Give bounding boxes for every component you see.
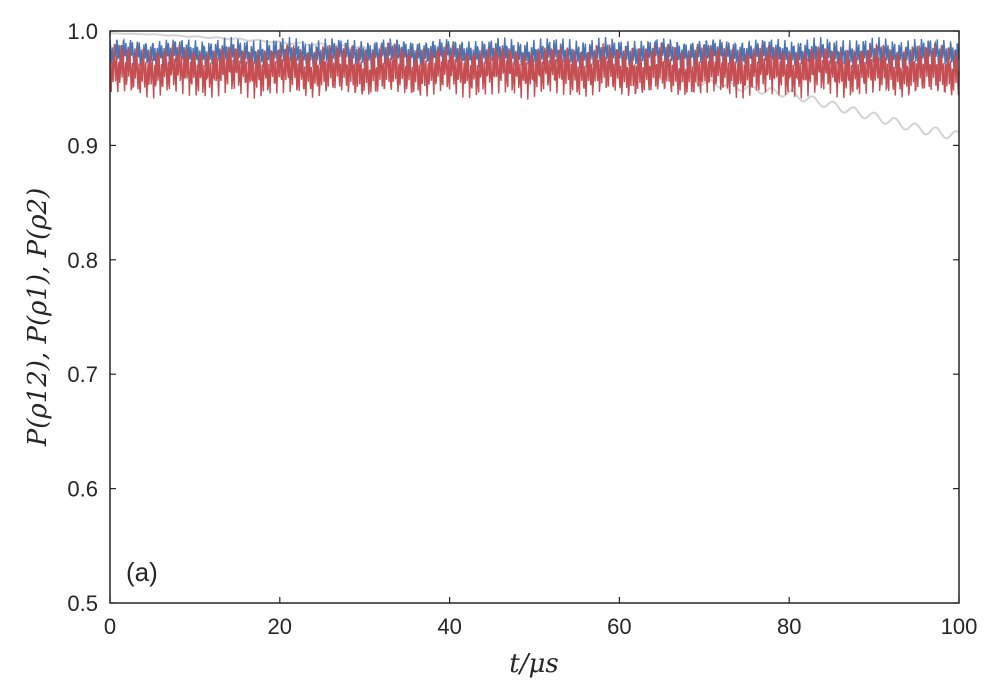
y-tick-label: 0.5	[67, 591, 98, 616]
panel-label: (a)	[126, 557, 158, 587]
x-tick-label: 40	[437, 614, 461, 639]
x-tick-label: 60	[607, 614, 631, 639]
series-line-0	[110, 32, 960, 140]
x-tick-label: 80	[777, 614, 801, 639]
plot-frame	[109, 30, 960, 604]
y-tick-label: 0.7	[67, 362, 98, 387]
y-tick-label: 1.0	[67, 19, 98, 44]
x-tick-label: 20	[268, 614, 292, 639]
ticks-layer: 0 20 40 60 80 100 0.5 0.6 0.7 0.8 0.9 1.0	[67, 19, 977, 639]
series-line-2	[109, 42, 960, 100]
y-tick-label: 0.6	[67, 477, 98, 502]
y-tick-label: 0.8	[67, 248, 98, 273]
x-tick-label: 0	[104, 614, 116, 639]
x-tick-label: 100	[941, 614, 978, 639]
y-axis-title: P(ρ12), P(ρ1), P(ρ2)	[23, 188, 53, 447]
series-layer	[109, 32, 960, 140]
x-axis-title: t/μs	[509, 649, 558, 679]
y-tick-label: 0.9	[67, 133, 98, 158]
